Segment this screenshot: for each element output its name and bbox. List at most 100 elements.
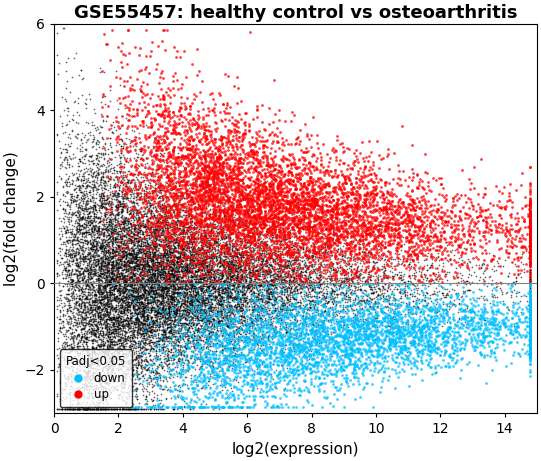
Point: [168, 264, 177, 271]
Point: [304, 264, 312, 271]
Point: [98, 337, 107, 345]
Point: [244, 227, 253, 235]
Point: [263, 162, 272, 170]
Point: [331, 302, 339, 310]
Point: [81, 236, 89, 243]
Point: [287, 238, 295, 246]
Point: [140, 281, 148, 288]
Point: [342, 166, 351, 173]
Point: [338, 225, 347, 232]
Point: [76, 244, 84, 251]
Point: [169, 285, 177, 293]
Point: [280, 288, 288, 296]
Point: [111, 282, 120, 289]
Point: [129, 304, 137, 311]
Point: [163, 225, 171, 232]
Point: [212, 320, 221, 328]
Point: [194, 316, 203, 324]
Point: [167, 295, 175, 302]
Point: [184, 366, 193, 373]
Point: [109, 285, 118, 292]
Point: [118, 294, 127, 301]
Point: [378, 207, 386, 214]
Point: [324, 241, 332, 248]
Point: [337, 222, 346, 230]
Point: [201, 200, 209, 207]
Point: [179, 167, 187, 175]
Point: [156, 270, 164, 278]
Point: [437, 236, 445, 243]
Point: [102, 315, 111, 323]
Point: [141, 315, 150, 323]
Point: [526, 300, 535, 307]
Point: [116, 289, 124, 296]
Point: [130, 291, 138, 299]
Point: [241, 261, 249, 269]
Point: [238, 207, 247, 214]
Point: [194, 278, 203, 285]
Point: [180, 294, 188, 301]
Point: [196, 378, 204, 385]
Point: [184, 145, 193, 152]
Point: [190, 154, 199, 161]
Point: [193, 224, 201, 231]
Point: [141, 258, 149, 266]
Point: [74, 330, 83, 337]
Point: [326, 223, 335, 230]
Point: [439, 227, 448, 235]
Point: [181, 253, 190, 260]
Point: [256, 301, 265, 309]
Point: [114, 279, 123, 286]
Point: [273, 291, 281, 298]
Point: [163, 185, 171, 192]
Point: [223, 210, 232, 217]
Point: [184, 310, 193, 318]
Point: [184, 324, 193, 331]
Point: [224, 395, 233, 402]
Point: [357, 292, 365, 300]
Point: [328, 173, 337, 180]
Point: [120, 302, 128, 309]
Point: [526, 239, 535, 247]
Point: [526, 294, 535, 301]
Point: [112, 325, 121, 333]
Point: [327, 272, 335, 280]
Point: [147, 236, 156, 243]
Point: [315, 263, 324, 270]
Point: [280, 188, 288, 195]
Point: [215, 273, 223, 280]
Point: [395, 195, 404, 202]
Point: [111, 237, 120, 244]
Point: [199, 329, 207, 337]
Point: [350, 362, 359, 370]
Point: [113, 229, 121, 236]
Point: [139, 221, 148, 229]
Point: [253, 333, 262, 341]
Point: [84, 349, 93, 357]
Point: [169, 283, 177, 290]
Point: [239, 249, 247, 256]
Point: [322, 328, 331, 335]
Point: [206, 173, 215, 181]
Point: [169, 255, 178, 263]
Point: [64, 348, 72, 355]
Point: [368, 305, 377, 312]
Point: [147, 319, 155, 326]
Point: [194, 235, 202, 242]
Point: [526, 286, 535, 293]
Point: [164, 110, 173, 118]
Point: [526, 308, 535, 315]
Point: [76, 204, 84, 212]
Point: [113, 266, 122, 273]
Point: [110, 286, 118, 293]
Point: [140, 252, 149, 259]
Point: [457, 272, 466, 279]
Point: [356, 312, 365, 319]
Point: [155, 257, 164, 264]
Point: [204, 311, 213, 318]
Point: [124, 360, 133, 367]
Point: [223, 128, 232, 136]
Point: [228, 259, 236, 266]
Point: [118, 336, 127, 343]
Point: [237, 325, 246, 333]
